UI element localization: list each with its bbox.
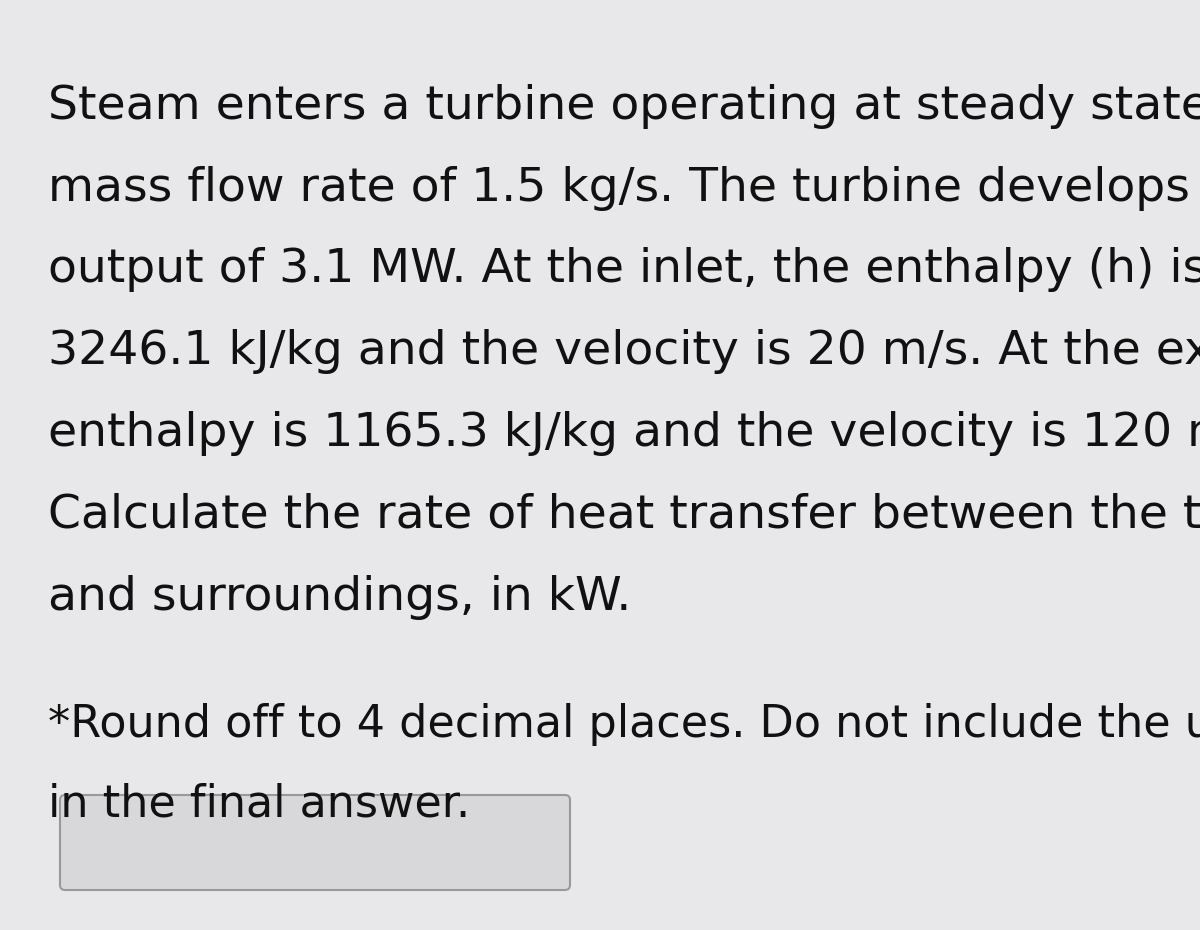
Text: *Round off to 4 decimal places. Do not include the unit: *Round off to 4 decimal places. Do not i… [48,703,1200,746]
Text: in the final answer.: in the final answer. [48,782,470,825]
Text: Calculate the rate of heat transfer between the turbine: Calculate the rate of heat transfer betw… [48,493,1200,538]
Text: mass flow rate of 1.5 kg/s. The turbine develops a power: mass flow rate of 1.5 kg/s. The turbine … [48,166,1200,210]
Text: and surroundings, in kW.: and surroundings, in kW. [48,575,631,619]
Text: output of 3.1 MW. At the inlet, the enthalpy (h) is: output of 3.1 MW. At the inlet, the enth… [48,247,1200,292]
Text: Steam enters a turbine operating at steady state with a: Steam enters a turbine operating at stea… [48,84,1200,128]
Text: enthalpy is 1165.3 kJ/kg and the velocity is 120 m/s.: enthalpy is 1165.3 kJ/kg and the velocit… [48,411,1200,456]
FancyBboxPatch shape [60,795,570,890]
Text: 3246.1 kJ/kg and the velocity is 20 m/s. At the exit, the: 3246.1 kJ/kg and the velocity is 20 m/s.… [48,329,1200,374]
